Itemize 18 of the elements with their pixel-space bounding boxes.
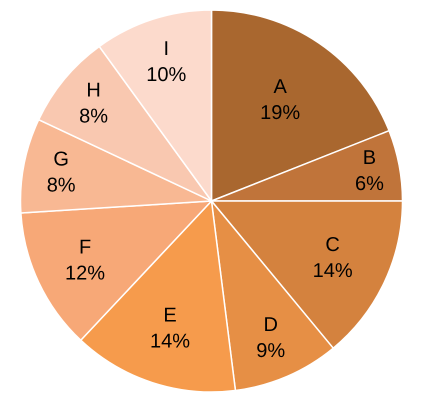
data-label: 9% [256, 340, 286, 362]
slice-label: F [78, 236, 92, 258]
data-label: 8% [46, 174, 76, 196]
slice-label: H [86, 80, 101, 102]
slice-label: I [164, 38, 170, 60]
data-label: 19% [260, 102, 300, 124]
slice-label: A [273, 76, 288, 98]
data-label: 14% [312, 260, 353, 282]
slice-label: E [163, 304, 177, 326]
slice-label: C [325, 234, 340, 256]
data-label: 6% [354, 172, 384, 195]
slice-label: B [362, 146, 376, 169]
data-label: 14% [150, 330, 190, 352]
slice-label: G [53, 148, 69, 170]
slice-label: D [263, 314, 278, 336]
data-label: 10% [146, 64, 187, 86]
data-label: 8% [79, 106, 108, 128]
data-label: 12% [65, 262, 106, 284]
